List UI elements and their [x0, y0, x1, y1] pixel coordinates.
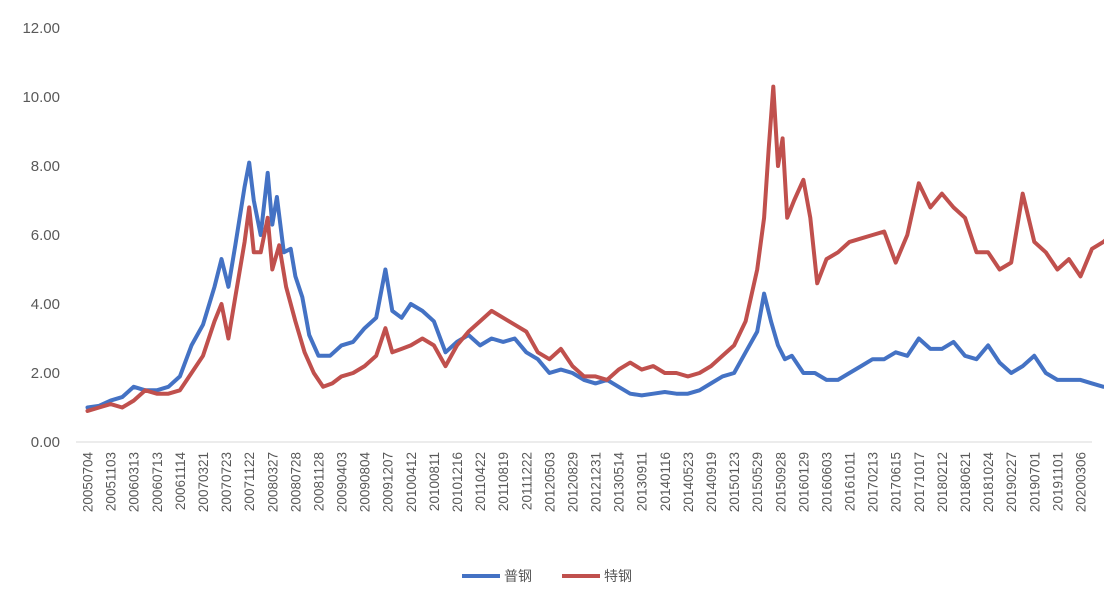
- x-tick-label: 20160129: [796, 452, 811, 512]
- y-axis: 0.00 2.00 4.00 6.00 8.00 10.00 12.00: [22, 20, 60, 451]
- y-tick-label-2: 4.00: [31, 296, 60, 313]
- x-tick-label: 20050704: [81, 452, 96, 513]
- x-tick-label: 20130514: [612, 452, 627, 513]
- x-tick-label: 20180621: [958, 452, 973, 512]
- x-tick-label: 20150928: [773, 452, 788, 512]
- legend-label-pugang: 普钢: [504, 569, 532, 585]
- x-tick-label: 20051103: [104, 452, 119, 511]
- x-tick-label: 20170213: [866, 452, 881, 512]
- y-tick-label-5: 10.00: [22, 89, 60, 106]
- x-tick-label: 20180212: [935, 452, 950, 512]
- x-axis-tick-labels: 20050704 20051103 20060313 20060713 20061114…: [81, 452, 1089, 513]
- x-tick-label: 20171017: [912, 452, 927, 512]
- x-tick-label: 20061114: [173, 452, 188, 511]
- x-tick-label: 20130911: [635, 452, 650, 511]
- x-tick-label: 20140919: [704, 452, 719, 512]
- x-tick-label: 20190701: [1027, 452, 1042, 512]
- x-tick-label: 20081128: [311, 452, 326, 511]
- x-tick-label: 20070723: [219, 452, 234, 512]
- x-tick-label: 20091207: [381, 452, 396, 512]
- x-tick-label: 20190227: [1004, 452, 1019, 512]
- legend: 普钢 特钢: [462, 569, 632, 585]
- x-tick-label: 20111222: [519, 452, 534, 510]
- x-tick-label: 20060713: [150, 452, 165, 512]
- series-line-tegang: [85, 84, 1104, 413]
- x-tick-label: 20181024: [981, 452, 996, 513]
- x-tick-label: 20200306: [1073, 452, 1088, 512]
- x-tick-label: 20070321: [196, 452, 211, 512]
- x-tick-label: 20080728: [288, 452, 303, 512]
- x-tick-label: 20060313: [127, 452, 142, 512]
- y-tick-label-1: 2.00: [31, 365, 60, 382]
- x-tick-label: 20120503: [542, 452, 557, 512]
- x-tick-label: 20140116: [658, 452, 673, 511]
- x-tick-label: 20150529: [750, 452, 765, 512]
- x-tick-label: 20161011: [843, 452, 858, 511]
- legend-label-tegang: 特钢: [604, 569, 632, 585]
- x-tick-label: 20160603: [819, 452, 834, 512]
- x-tick-label: 20100412: [404, 452, 419, 512]
- x-tick-label: 20090804: [358, 452, 373, 513]
- y-tick-label-3: 6.00: [31, 227, 60, 244]
- x-tick-label: 20110819: [496, 452, 511, 511]
- y-tick-label-0: 0.00: [31, 434, 60, 451]
- x-tick-label: 20120829: [565, 452, 580, 512]
- x-tick-label: 20191101: [1050, 452, 1065, 511]
- x-tick-label: 20140523: [681, 452, 696, 512]
- y-tick-label-4: 8.00: [31, 158, 60, 175]
- x-tick-label: 20170615: [889, 452, 904, 512]
- x-tick-label: 20150123: [727, 452, 742, 512]
- x-tick-label: 20121231: [589, 452, 604, 512]
- x-tick-label: 20101216: [450, 452, 465, 512]
- x-tick-label: 20080327: [265, 452, 280, 512]
- series-line-pugang: [85, 160, 1104, 410]
- x-tick-label: 20100811: [427, 452, 442, 511]
- x-tick-label: 20110422: [473, 452, 488, 511]
- x-tick-label: 20071122: [242, 452, 257, 511]
- x-tick-label: 20090403: [335, 452, 350, 512]
- y-tick-label-6: 12.00: [22, 20, 60, 37]
